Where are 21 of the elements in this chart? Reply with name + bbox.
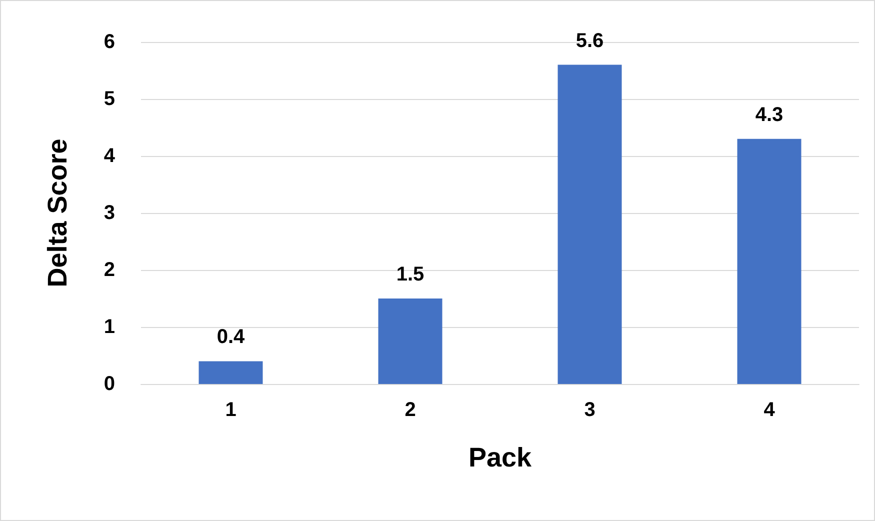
data-label: 5.6 xyxy=(576,30,604,52)
bar xyxy=(737,138,802,384)
y-axis-title: Delta Score xyxy=(42,138,72,288)
x-tick-label: 4 xyxy=(764,399,776,421)
x-axis-title: Pack xyxy=(468,442,533,472)
data-label: 0.4 xyxy=(216,326,246,348)
bar xyxy=(198,361,263,384)
y-tick-label: 3 xyxy=(104,202,115,224)
y-tick-label: 4 xyxy=(104,145,116,167)
y-tick-label: 5 xyxy=(104,88,115,110)
x-tick-label: 2 xyxy=(404,399,416,421)
y-tick-label: 2 xyxy=(104,259,115,281)
data-label: 4.3 xyxy=(755,104,784,126)
bar xyxy=(558,64,622,384)
y-tick-label: 1 xyxy=(104,316,115,338)
bar xyxy=(378,298,442,384)
data-label: 1.5 xyxy=(396,264,424,286)
x-tick-label: 3 xyxy=(584,399,596,421)
y-tick-label: 0 xyxy=(104,373,115,395)
y-tick-label: 6 xyxy=(104,31,115,53)
x-tick-label: 1 xyxy=(225,399,236,421)
